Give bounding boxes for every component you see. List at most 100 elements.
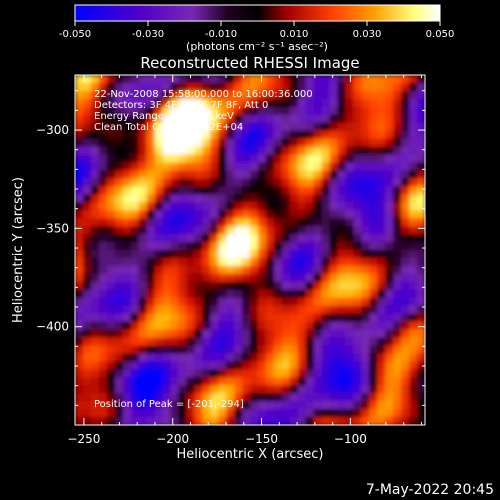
heatmap-cell	[170, 329, 180, 339]
heatmap-cell	[321, 305, 331, 315]
heatmap-cell	[130, 154, 140, 164]
heatmap-cell	[250, 218, 259, 227]
heatmap-cell	[130, 289, 140, 299]
heatmap-cell	[393, 305, 402, 315]
heatmap-cell	[409, 186, 418, 195]
heatmap-cell	[265, 98, 275, 108]
heatmap-cell	[242, 218, 251, 227]
heatmap-cell	[82, 409, 92, 418]
heatmap-cell	[114, 313, 124, 323]
heatmap-cell	[401, 393, 410, 402]
heatmap-cell	[369, 273, 378, 283]
heatmap-cell	[82, 353, 92, 362]
y-axis-label: Heliocentric Y (arcsec)	[11, 177, 26, 323]
heatmap-cell	[337, 90, 347, 100]
heatmap-cell	[122, 313, 132, 323]
heatmap-cell	[242, 345, 251, 355]
heatmap-cell	[178, 226, 187, 235]
heatmap-cell	[369, 345, 378, 355]
heatmap-cell	[82, 75, 92, 84]
heatmap-cell	[90, 321, 100, 331]
heatmap-cell	[353, 90, 362, 100]
heatmap-cell	[114, 345, 124, 355]
heatmap-cell	[130, 401, 140, 410]
colorbar-tick-label: 0.050	[426, 29, 455, 40]
heatmap-cell	[170, 313, 180, 323]
heatmap-cell	[202, 146, 211, 156]
heatmap-cell	[186, 75, 195, 84]
heatmap-cell	[289, 226, 299, 235]
heatmap-cell	[401, 218, 410, 227]
heatmap-cell	[250, 337, 259, 347]
heatmap-cell	[345, 393, 355, 402]
heatmap-cell	[234, 218, 243, 227]
heatmap-cell	[250, 242, 259, 251]
heatmap-cell	[146, 210, 156, 219]
heatmap-cell	[234, 250, 243, 259]
heatmap-cell	[106, 210, 116, 219]
heatmap-cell	[273, 369, 283, 378]
heatmap-cell	[90, 393, 100, 402]
heatmap-cell	[186, 345, 195, 355]
heatmap-cell	[409, 178, 418, 187]
heatmap-cell	[281, 273, 291, 283]
heatmap-cell	[313, 130, 323, 140]
heatmap-cell	[162, 265, 172, 275]
heatmap-cell	[385, 361, 394, 370]
heatmap-cell	[226, 154, 235, 164]
heatmap-cell	[114, 98, 124, 108]
heatmap-cell	[321, 401, 331, 410]
heatmap-cell	[162, 385, 172, 394]
heatmap-cell	[385, 226, 394, 235]
heatmap-cell	[321, 329, 331, 339]
heatmap-cell	[289, 321, 299, 331]
heatmap-cell	[289, 75, 299, 84]
heatmap-cell	[170, 138, 180, 148]
heatmap-cell	[194, 265, 203, 275]
heatmap-cell	[75, 329, 84, 339]
heatmap-cell	[75, 417, 84, 425]
heatmap-cell	[321, 194, 331, 203]
heatmap-cell	[289, 210, 299, 219]
heatmap-cell	[257, 257, 267, 267]
heatmap-cell	[345, 385, 355, 394]
heatmap-cell	[393, 257, 402, 267]
heatmap-cell	[385, 130, 394, 140]
heatmap-cell	[210, 417, 219, 425]
heatmap-cell	[361, 218, 370, 227]
heatmap-cell	[289, 369, 299, 378]
heatmap-cell	[369, 369, 378, 378]
heatmap-cell	[401, 202, 410, 211]
heatmap-cell	[377, 226, 386, 235]
heatmap-cell	[138, 202, 148, 211]
heatmap-cell	[265, 305, 275, 315]
heatmap-cell	[90, 281, 100, 291]
heatmap-cell	[401, 162, 410, 172]
heatmap-cell	[385, 257, 394, 267]
heatmap-cell	[122, 329, 132, 339]
heatmap-cell	[329, 170, 339, 180]
heatmap-cell	[313, 154, 323, 164]
heatmap-cell	[82, 154, 92, 164]
heatmap-cell	[186, 178, 195, 187]
heatmap-cell	[257, 321, 267, 331]
heatmap-cell	[273, 202, 283, 211]
heatmap-cell	[146, 75, 156, 84]
heatmap-cell	[106, 250, 116, 259]
heatmap-cell	[250, 361, 259, 370]
heatmap-cell	[75, 409, 84, 418]
heatmap-cell	[226, 146, 235, 156]
heatmap-cell	[329, 138, 339, 148]
heatmap-cell	[289, 345, 299, 355]
heatmap-cell	[162, 281, 172, 291]
heatmap-cell	[289, 257, 299, 267]
heatmap-cell	[130, 409, 140, 418]
heatmap-cell	[202, 106, 211, 116]
heatmap-cell	[337, 385, 347, 394]
heatmap-cell	[265, 329, 275, 339]
heatmap-cell	[305, 377, 315, 386]
heatmap-cell	[98, 353, 108, 362]
heatmap-cell	[194, 305, 203, 315]
heatmap-cell	[329, 154, 339, 164]
heatmap-cell	[122, 194, 132, 203]
